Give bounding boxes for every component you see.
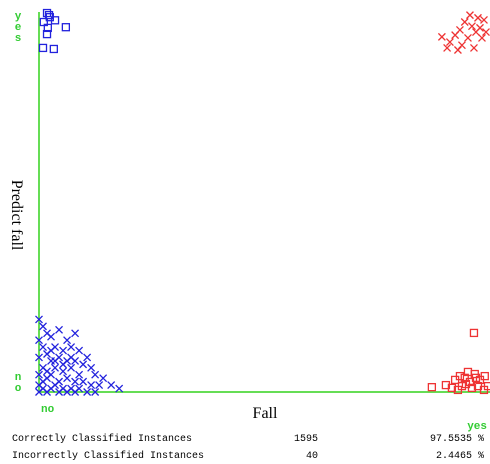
point [71,377,80,386]
point [87,381,96,390]
point [50,16,60,25]
point [480,15,488,24]
point [91,388,100,396]
point [107,381,116,390]
point [39,322,47,331]
point [39,377,47,386]
point [480,371,489,381]
summary-percent: 97.5535 % [430,434,484,445]
point [474,13,482,22]
point [455,371,465,381]
point [470,43,478,52]
point [79,360,88,369]
point [453,46,462,54]
point [43,367,51,376]
point [463,367,473,377]
point [447,383,457,393]
point [67,363,76,372]
point [67,343,76,352]
y-tick-label: no [12,372,24,394]
point [35,388,43,396]
point [99,374,108,383]
point [59,346,68,355]
point [427,383,437,392]
point [47,332,55,341]
summary-label: Correctly Classified Instances [12,433,192,445]
x-tick-label: no [41,404,55,416]
point [79,377,88,386]
point [91,370,100,379]
point [83,388,92,396]
point [476,23,484,32]
summary-percent: 2.4465 % [436,451,484,462]
point [49,44,58,54]
point [55,388,64,396]
point [83,353,92,362]
point [468,22,476,31]
point [460,18,469,26]
point [38,43,48,53]
point [71,329,80,338]
point [63,388,72,396]
point [63,374,72,383]
x-axis-title: Fall [253,405,278,422]
point [43,23,52,33]
point [445,38,454,47]
point [35,370,43,379]
point [67,353,76,362]
point [61,23,71,32]
point [461,379,471,389]
point [63,336,72,345]
point [35,353,43,362]
point [471,373,481,382]
point [479,385,489,395]
y-tick-label: yes [12,11,24,44]
point [59,367,68,376]
point [95,381,104,390]
point [51,363,59,372]
point [465,11,474,20]
point [463,33,472,42]
point [75,370,84,379]
point [478,33,486,42]
x-tick-label: yes [467,421,487,433]
point [55,325,64,334]
point [59,360,68,369]
point [441,380,451,390]
point [482,28,490,36]
summary-count: 1595 [294,434,318,445]
point [35,336,43,345]
point [87,363,96,372]
point [42,29,52,39]
point [39,343,47,352]
summary-count: 40 [306,451,318,462]
point [47,346,55,355]
point [43,388,51,396]
point [443,43,452,52]
point [51,381,59,390]
summary-label: Incorrectly Classified Instances [12,450,204,462]
point [35,315,43,324]
point [469,328,479,338]
y-axis-title: Predict fall [8,180,25,251]
point [115,384,124,393]
point [75,346,84,355]
point [71,388,80,396]
point [451,31,460,40]
point [51,356,59,365]
point [44,10,54,20]
point [437,32,446,41]
point [453,385,463,395]
